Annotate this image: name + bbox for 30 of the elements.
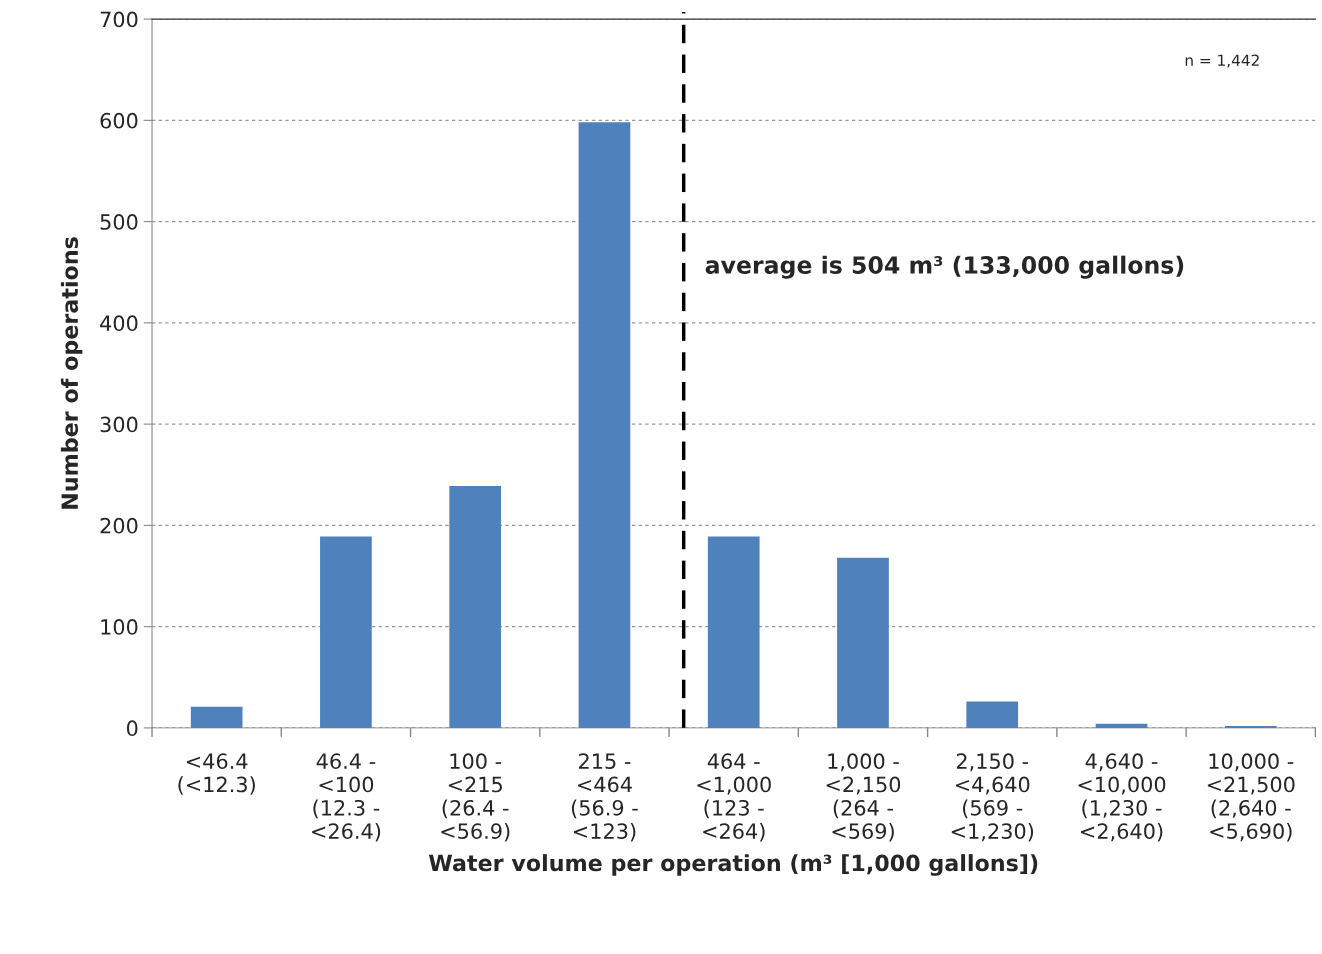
y-tick-label: 500 [100, 214, 138, 230]
bar [449, 485, 502, 728]
y-tick-label: 600 [100, 112, 138, 129]
y-tick-label: 100 [101, 619, 138, 635]
y-tick-label: 0 [126, 720, 138, 737]
bar [190, 706, 243, 728]
bar [837, 557, 889, 728]
bar [1095, 723, 1148, 728]
bar [966, 701, 1019, 728]
x-tick-label: 2,150 - <4,640 (569 - <1,230) [951, 753, 1034, 842]
bar [707, 536, 760, 728]
bar [1224, 725, 1277, 728]
x-tick-label: 215 - <464 (56.9 - <123) [571, 753, 638, 842]
x-tick-label: 464 - <1,000 (123 - <264) [697, 753, 771, 842]
annotation: n = 1,442 [1185, 54, 1259, 68]
bar [320, 536, 372, 728]
x-tick-label: 100 - <215 (26.4 - <56.9) [441, 753, 510, 842]
y-axis-title: Number of operations [60, 237, 83, 509]
x-axis-title: Water volume per operation (m³ [1,000 gallons]) [428, 854, 1038, 876]
annotation: average is 504 m³ (133,000 gallons) [705, 255, 1184, 279]
x-tick-label: 46.4 - <100 (12.3 - <26.4) [312, 753, 381, 842]
x-tick-label: 4,640 - <10,000 (1,230 - <2,640) [1078, 753, 1166, 842]
x-tick-label: 10,000 - <21,500 (2,640 - <5,690) [1207, 753, 1295, 842]
bar [578, 122, 631, 728]
x-tick-label: <46.4 (<12.3) [178, 753, 255, 795]
y-tick-label: 400 [100, 315, 138, 332]
x-tick-label: 1,000 - <2,150 (264 - <569) [826, 753, 901, 842]
y-tick-label: 700 [100, 11, 138, 28]
y-tick-label: 300 [100, 416, 138, 433]
y-tick-label: 200 [100, 517, 138, 534]
